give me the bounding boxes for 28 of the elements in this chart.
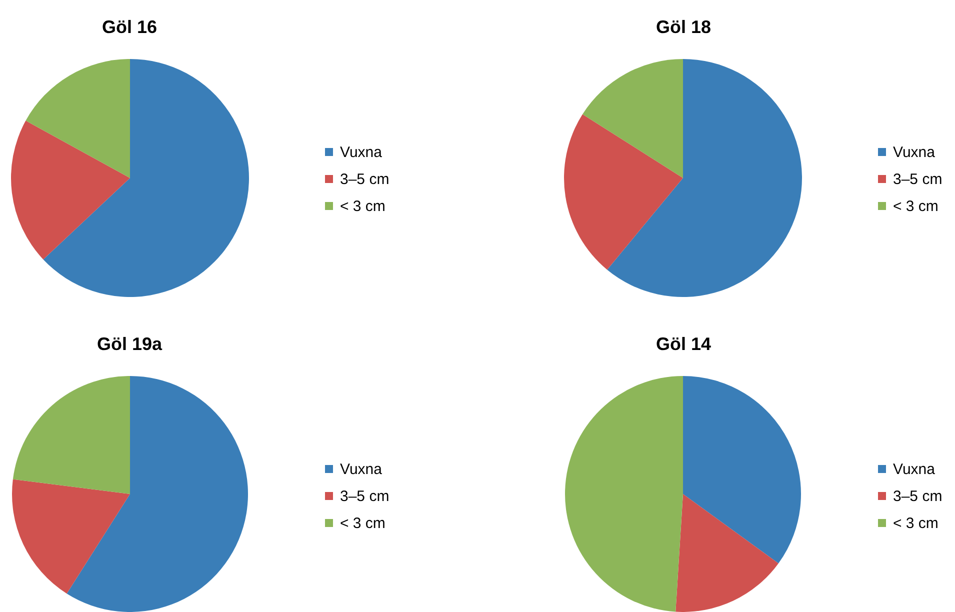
legend-label: < 3 cm (340, 515, 386, 532)
pie-slice (12, 376, 130, 494)
pie-slice (676, 494, 778, 612)
pie-slice (11, 120, 130, 260)
chart-title: Göl 14 (656, 334, 712, 354)
legend-label: 3–5 cm (893, 488, 942, 505)
chart-title: Göl 16 (102, 17, 158, 37)
legend-label: < 3 cm (340, 198, 386, 215)
legend-label: Vuxna (340, 144, 383, 161)
legend-label: 3–5 cm (893, 171, 942, 188)
pie-slice (43, 59, 249, 297)
legend-label: 3–5 cm (340, 171, 390, 188)
pie-slice (607, 59, 802, 297)
pie-slice (565, 376, 683, 612)
legend-label: Vuxna (340, 461, 383, 478)
chart-title: Göl 18 (656, 17, 712, 37)
legend-label: Vuxna (893, 144, 936, 161)
chart-title: Göl 19a (97, 334, 164, 354)
pie-slice (683, 376, 801, 564)
pie-slice (26, 59, 130, 178)
legend-label: 3–5 cm (340, 488, 390, 505)
pie-slice (66, 376, 248, 612)
pie-slice (582, 59, 683, 178)
pie-slice (564, 114, 683, 270)
legend-label: < 3 cm (893, 515, 938, 532)
pie-slice (12, 479, 130, 594)
legend-label: Vuxna (893, 461, 936, 478)
legend-label: < 3 cm (893, 198, 938, 215)
